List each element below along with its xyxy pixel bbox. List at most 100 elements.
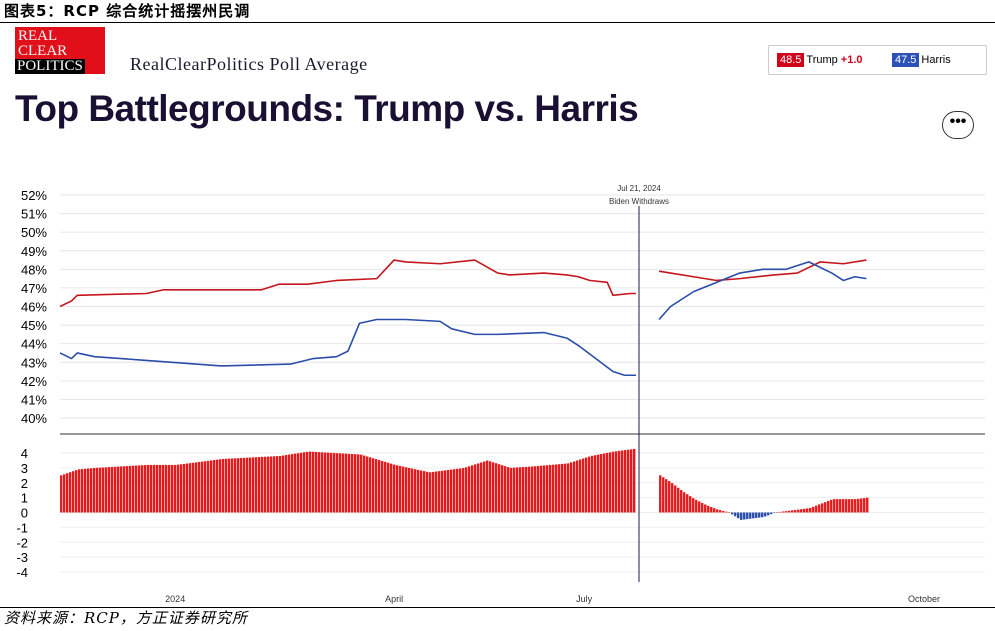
spread-bar	[606, 452, 609, 513]
spread-bar	[842, 499, 845, 513]
spread-bar	[755, 512, 758, 518]
spread-bar	[609, 452, 612, 513]
spread-bar	[441, 470, 444, 513]
spread-bar	[495, 463, 498, 513]
spread-bar	[671, 483, 674, 513]
spread-bar	[668, 481, 671, 513]
spread-bar	[333, 452, 336, 513]
spread-bar	[438, 471, 441, 513]
spread-bar	[300, 452, 303, 513]
spread-bar	[399, 465, 402, 513]
spread-bar	[522, 467, 525, 513]
spread-bar	[836, 499, 839, 513]
spread-bar	[492, 462, 495, 513]
series-line-harris	[658, 261, 867, 321]
figure-caption: 图表5：RCP 综合统计摇摆州民调	[4, 2, 251, 20]
spread-bar	[216, 459, 219, 513]
legend-harris[interactable]: 47.5 Harris	[892, 53, 951, 67]
spread-bar	[330, 452, 333, 513]
spread-bar	[366, 456, 369, 513]
spread-bar	[624, 450, 627, 513]
spread-bar	[692, 498, 695, 513]
spread-bar	[285, 455, 288, 513]
y-tick-label: 47%	[21, 281, 47, 296]
spread-bar	[393, 464, 396, 513]
spread-bar	[390, 463, 393, 513]
spread-bar	[698, 501, 701, 513]
spread-bar	[183, 463, 186, 513]
y-tick-label: 48%	[21, 262, 47, 277]
spread-bar	[159, 464, 162, 513]
spread-bar	[270, 456, 273, 513]
spread-bar	[582, 458, 585, 513]
spread-bar	[570, 462, 573, 513]
spread-bar	[369, 457, 372, 513]
spread-bar	[411, 468, 414, 513]
spread-bar	[147, 464, 150, 513]
spread-bar	[860, 498, 863, 513]
x-tick-label: April	[385, 594, 403, 604]
spread-bar	[219, 459, 222, 513]
spread-bar	[165, 464, 168, 513]
spread-bar	[99, 467, 102, 513]
spread-bar	[222, 458, 225, 513]
y-tick-label: 42%	[21, 374, 47, 389]
spread-bar	[324, 452, 327, 513]
spread-bar	[342, 453, 345, 513]
spread-bar	[198, 461, 201, 513]
spread-bar	[459, 468, 462, 513]
spread-bar	[117, 466, 120, 513]
spread-bar	[665, 479, 668, 513]
spread-bar	[827, 500, 830, 513]
spread-bar	[246, 457, 249, 513]
spread-bar	[659, 475, 662, 513]
spread-bar	[528, 466, 531, 513]
spread-bar	[794, 509, 797, 513]
bar-y-tick-label: -3	[16, 550, 28, 565]
annotation-label: Biden Withdraws	[609, 197, 669, 206]
spread-bar	[845, 499, 848, 513]
page-title: Top Battlegrounds: Trump vs. Harris	[15, 88, 639, 129]
spread-bar	[174, 464, 177, 513]
spread-bar	[680, 490, 683, 513]
more-options-button[interactable]: •••	[942, 111, 974, 139]
harris-value-badge: 47.5	[892, 53, 920, 67]
spread-bar	[468, 466, 471, 513]
spread-bar	[579, 459, 582, 513]
spread-bar	[243, 457, 246, 513]
spread-bar	[108, 467, 111, 513]
spread-bar	[105, 467, 108, 513]
spread-bar	[288, 454, 291, 513]
spread-bar	[746, 512, 749, 520]
spread-bar	[84, 468, 87, 513]
spread-bar	[315, 451, 318, 513]
x-tick-label: July	[576, 594, 593, 604]
spread-bar	[483, 461, 486, 513]
spread-bar	[207, 460, 210, 513]
top-rule	[0, 22, 995, 23]
spread-bar	[731, 512, 734, 515]
spread-bar	[800, 509, 803, 513]
line-chart-y-ticks: 52% 51% 50% 49% 48% 47% 46% 45% 44% 43% 42% 41% 40%	[21, 188, 47, 426]
spread-bar	[525, 466, 528, 513]
spread-bar	[471, 465, 474, 513]
spread-bar	[689, 496, 692, 513]
spread-bar	[516, 467, 519, 513]
y-tick-label: 52%	[21, 188, 47, 203]
spread-bar	[138, 465, 141, 513]
y-tick-label: 49%	[21, 244, 47, 259]
spread-bar	[372, 458, 375, 513]
spread-bar	[87, 468, 90, 513]
rcp-logo: REAL CLEAR POLITICS	[15, 27, 105, 74]
trump-spread: +1.0	[840, 54, 863, 66]
spread-bar	[597, 454, 600, 513]
bar-y-tick-label: 2	[21, 476, 28, 491]
spread-bar	[312, 451, 315, 513]
spread-bar	[456, 468, 459, 513]
spread-bar	[776, 512, 779, 513]
spread-bar	[450, 469, 453, 513]
spread-bar	[375, 459, 378, 513]
spread-bar	[818, 504, 821, 513]
spread-bar	[564, 463, 567, 513]
legend-trump[interactable]: 48.5 Trump +1.0	[777, 53, 863, 67]
